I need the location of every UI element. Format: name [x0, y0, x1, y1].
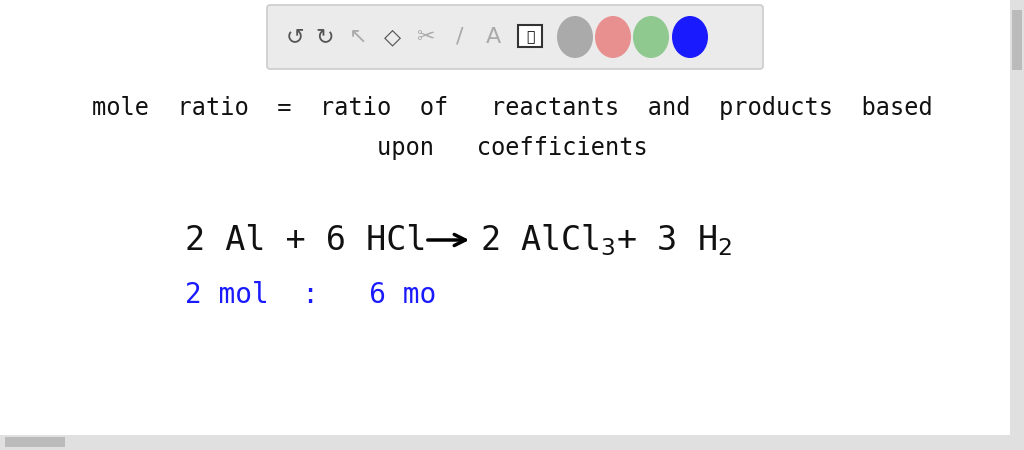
Text: 2 Al + 6 HCl: 2 Al + 6 HCl [185, 224, 427, 256]
Text: ⊞: ⊞ [518, 27, 537, 47]
Ellipse shape [557, 16, 593, 58]
Text: 🌄: 🌄 [525, 30, 535, 44]
Text: upon   coefficients: upon coefficients [377, 136, 647, 160]
Ellipse shape [633, 16, 669, 58]
Bar [0, 435, 1010, 450]
Ellipse shape [595, 16, 631, 58]
Text: mole  ratio  =  ratio  of   reactants  and  products  based: mole ratio = ratio of reactants and prod… [91, 96, 933, 120]
Text: /: / [457, 27, 464, 47]
Text: A: A [485, 27, 501, 47]
Ellipse shape [672, 16, 708, 58]
Text: 2 AlCl$_3$+ 3 H$_2$: 2 AlCl$_3$+ 3 H$_2$ [480, 222, 732, 258]
Text: 2 mol  :   6 mo: 2 mol : 6 mo [185, 281, 436, 309]
Bar [518, 25, 542, 47]
Bar [1010, 0, 1024, 450]
Text: ↻: ↻ [315, 27, 334, 47]
Text: ◇: ◇ [383, 27, 400, 47]
Text: ↖: ↖ [349, 27, 368, 47]
Text: ↺: ↺ [286, 27, 304, 47]
Text: ✂: ✂ [416, 27, 434, 47]
Bar [1012, 10, 1022, 70]
Bar [5, 437, 65, 447]
FancyBboxPatch shape [267, 5, 763, 69]
